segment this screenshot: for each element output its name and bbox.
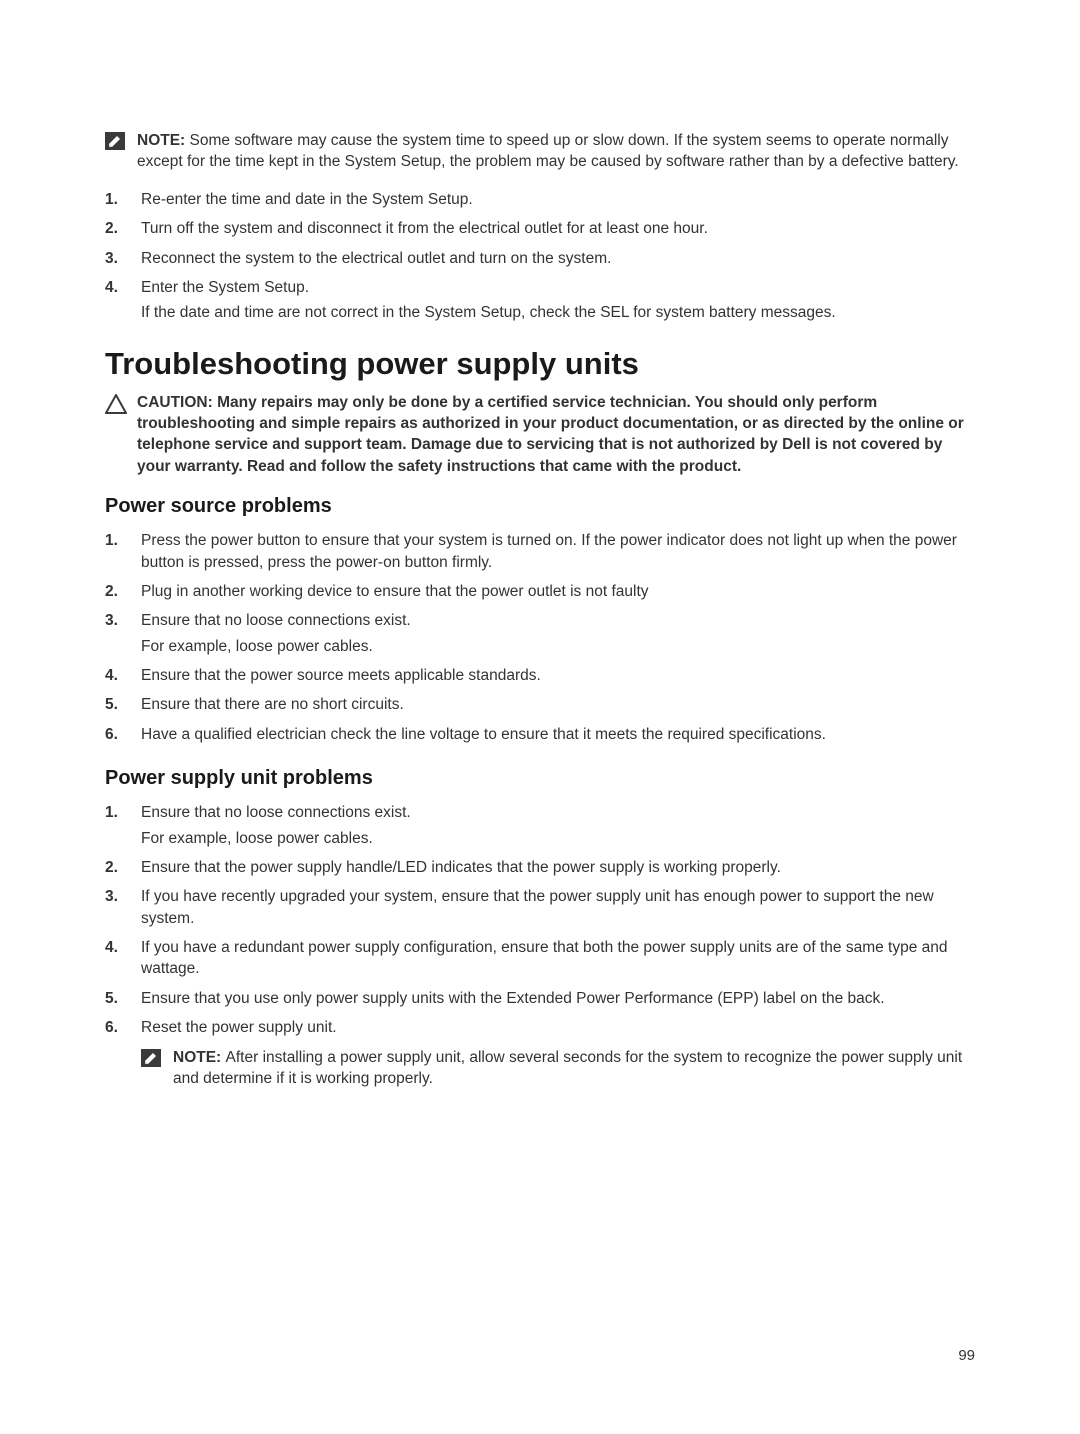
step-text: Reset the power supply unit. bbox=[141, 1019, 337, 1036]
note-body: Some software may cause the system time … bbox=[137, 132, 959, 170]
step-item: Have a qualified electrician check the l… bbox=[105, 724, 975, 745]
note-text: NOTE: After installing a power supply un… bbox=[173, 1047, 975, 1090]
section-title: Troubleshooting power supply units bbox=[105, 346, 975, 382]
step-subtext: For example, loose power cables. bbox=[141, 636, 975, 657]
bottom-note: NOTE: After installing a power supply un… bbox=[141, 1047, 975, 1090]
note-body: After installing a power supply unit, al… bbox=[173, 1049, 962, 1087]
step-text: Ensure that no loose connections exist. bbox=[141, 804, 411, 821]
step-item: Ensure that the power source meets appli… bbox=[105, 665, 975, 686]
step-text: Plug in another working device to ensure… bbox=[141, 583, 649, 600]
step-item: Re-enter the time and date in the System… bbox=[105, 189, 975, 210]
step-item: Press the power button to ensure that yo… bbox=[105, 530, 975, 573]
step-item: Turn off the system and disconnect it fr… bbox=[105, 218, 975, 239]
step-text: Enter the System Setup. bbox=[141, 279, 309, 296]
step-text: Reconnect the system to the electrical o… bbox=[141, 250, 611, 267]
step-item: Ensure that the power supply handle/LED … bbox=[105, 857, 975, 878]
step-item: Reset the power supply unit. bbox=[105, 1017, 975, 1038]
step-item: Reconnect the system to the electrical o… bbox=[105, 248, 975, 269]
step-text: Ensure that there are no short circuits. bbox=[141, 696, 404, 713]
note-label: NOTE: bbox=[173, 1049, 226, 1066]
step-text: Re-enter the time and date in the System… bbox=[141, 191, 473, 208]
note-pencil-icon bbox=[141, 1049, 161, 1067]
step-subtext: For example, loose power cables. bbox=[141, 828, 975, 849]
note-pencil-icon bbox=[105, 132, 125, 150]
step-text: Turn off the system and disconnect it fr… bbox=[141, 220, 708, 237]
caution-triangle-icon bbox=[105, 394, 127, 414]
note-label: NOTE: bbox=[137, 132, 190, 149]
step-item: Ensure that there are no short circuits. bbox=[105, 694, 975, 715]
top-note: NOTE: Some software may cause the system… bbox=[105, 130, 975, 173]
step-item: Plug in another working device to ensure… bbox=[105, 581, 975, 602]
step-text: If you have recently upgraded your syste… bbox=[141, 888, 934, 926]
step-text: Ensure that the power source meets appli… bbox=[141, 667, 541, 684]
steps-list-a: Re-enter the time and date in the System… bbox=[105, 189, 975, 324]
step-item: If you have a redundant power supply con… bbox=[105, 937, 975, 980]
step-text: Have a qualified electrician check the l… bbox=[141, 726, 826, 743]
steps-list-b: Press the power button to ensure that yo… bbox=[105, 530, 975, 745]
subsection-title-1: Power source problems bbox=[105, 495, 975, 518]
step-item: Ensure that you use only power supply un… bbox=[105, 988, 975, 1009]
step-subtext: If the date and time are not correct in … bbox=[141, 302, 975, 323]
subsection-title-2: Power supply unit problems bbox=[105, 767, 975, 790]
step-text: Ensure that the power supply handle/LED … bbox=[141, 859, 781, 876]
note-text: NOTE: Some software may cause the system… bbox=[137, 130, 975, 173]
step-text: If you have a redundant power supply con… bbox=[141, 939, 948, 977]
caution-text: CAUTION: Many repairs may only be done b… bbox=[137, 392, 975, 478]
step-text: Press the power button to ensure that yo… bbox=[141, 532, 957, 570]
step-item: If you have recently upgraded your syste… bbox=[105, 886, 975, 929]
steps-list-c: Ensure that no loose connections exist. … bbox=[105, 802, 975, 1038]
step-item: Enter the System Setup. If the date and … bbox=[105, 277, 975, 324]
page-container: NOTE: Some software may cause the system… bbox=[0, 0, 1080, 1434]
step-item: Ensure that no loose connections exist. … bbox=[105, 610, 975, 657]
step-item: Ensure that no loose connections exist. … bbox=[105, 802, 975, 849]
caution-block: CAUTION: Many repairs may only be done b… bbox=[105, 392, 975, 478]
step-text: Ensure that you use only power supply un… bbox=[141, 990, 885, 1007]
page-number: 99 bbox=[958, 1347, 975, 1364]
step-text: Ensure that no loose connections exist. bbox=[141, 612, 411, 629]
